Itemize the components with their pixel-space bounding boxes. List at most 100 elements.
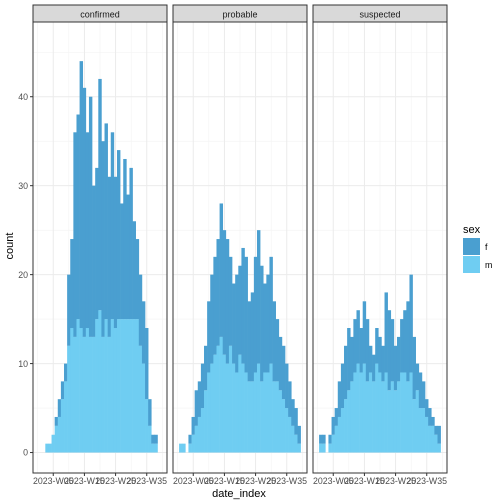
legend: sex fm — [463, 224, 492, 273]
bar-f — [241, 247, 245, 364]
x-tick-label: 2023-W15 — [204, 476, 245, 486]
bar-f — [232, 283, 236, 364]
bar-m — [269, 363, 273, 453]
x-tick-label: 2023-W25 — [235, 476, 276, 486]
bar-m — [51, 434, 55, 453]
bar-m — [272, 381, 276, 453]
bar-m — [294, 434, 298, 453]
bar-f — [347, 328, 351, 391]
bar-f — [141, 301, 146, 364]
bar-m — [334, 425, 339, 453]
bar-f — [362, 301, 367, 364]
y-tick-label: 30 — [18, 181, 28, 191]
bar-m — [92, 336, 96, 453]
bar-f — [272, 301, 276, 382]
bar-f — [92, 185, 96, 337]
bar-m — [82, 336, 87, 453]
facet-panel-confirmed: confirmed 2023-W052023-W152023-W252023-W3… — [32, 4, 168, 486]
bar-f — [428, 408, 432, 426]
bar-m — [431, 425, 435, 453]
y-tick-label: 0 — [23, 448, 28, 458]
bar-f — [396, 336, 401, 382]
bar-m — [434, 434, 438, 453]
x-tick-label: 2023-W25 — [95, 476, 136, 486]
legend-key-f — [463, 238, 480, 255]
bar-f — [393, 345, 398, 391]
facet-strip — [32, 4, 168, 23]
bar-m — [387, 390, 392, 453]
x-tick-label: 2023-W35 — [126, 476, 167, 486]
bar-m — [60, 399, 65, 453]
bar-f — [390, 319, 395, 382]
bar-m — [359, 372, 364, 453]
bar-f — [148, 399, 152, 426]
legend-label-f: f — [485, 242, 488, 252]
bar-m — [132, 319, 136, 453]
bar-f — [375, 328, 379, 364]
bar-m — [207, 372, 211, 453]
bar-f — [344, 345, 348, 400]
bar-m — [250, 381, 255, 453]
bar-m — [365, 381, 370, 453]
bar-m — [337, 416, 342, 453]
bar-f — [412, 336, 416, 400]
bar-m — [378, 372, 382, 453]
bar-m — [409, 372, 413, 453]
bar-m — [110, 319, 115, 453]
bar-f — [132, 221, 136, 320]
bar-f — [365, 319, 370, 382]
bar-m — [216, 345, 220, 453]
bar-m — [145, 399, 149, 453]
bar-f — [381, 345, 385, 382]
bar-f — [207, 301, 211, 373]
bar-m — [197, 416, 202, 453]
bar-f — [85, 132, 90, 329]
facet-strip-label: suspected — [359, 10, 400, 20]
x-tick-label: 2023-W15 — [64, 476, 105, 486]
bar-m — [138, 345, 143, 453]
bar-m — [235, 372, 239, 453]
bar-m — [278, 390, 283, 453]
x-tick-label: 2023-W35 — [266, 476, 307, 486]
bar-m — [347, 390, 351, 453]
bar-f — [247, 301, 252, 382]
bar-m — [297, 443, 301, 453]
bar-m — [244, 372, 248, 453]
bar-m — [228, 345, 233, 453]
bar-m — [331, 434, 335, 453]
bar-m — [151, 443, 155, 453]
bar-f — [269, 256, 273, 364]
bar-f — [434, 425, 438, 435]
bar-m — [241, 363, 245, 453]
bar-m — [188, 443, 192, 453]
bar-f — [281, 345, 286, 400]
bar-f — [328, 434, 332, 444]
bar-f — [116, 150, 121, 320]
bar-f — [98, 78, 102, 311]
bar-m — [135, 319, 140, 453]
bar-m — [319, 443, 323, 453]
bar-m — [123, 319, 127, 453]
x-tick-label: 2023-W05 — [33, 476, 74, 486]
bar-f — [110, 132, 115, 320]
bar-m — [113, 328, 118, 453]
bar-m — [428, 425, 432, 453]
bar-f — [126, 194, 130, 320]
bar-m — [256, 363, 261, 453]
bar-m — [179, 443, 183, 453]
bar-f — [154, 434, 158, 444]
bar-m — [353, 372, 357, 453]
bar-f — [368, 345, 373, 373]
bar-m — [372, 381, 376, 453]
bar-m — [281, 399, 286, 453]
bar-m — [73, 336, 77, 453]
bar-f — [113, 176, 118, 329]
bar-f — [138, 274, 143, 346]
bar-m — [101, 336, 105, 453]
bar-m — [107, 336, 112, 453]
bar-f — [256, 230, 261, 364]
bar-m — [210, 363, 214, 453]
bar-f — [356, 310, 360, 364]
